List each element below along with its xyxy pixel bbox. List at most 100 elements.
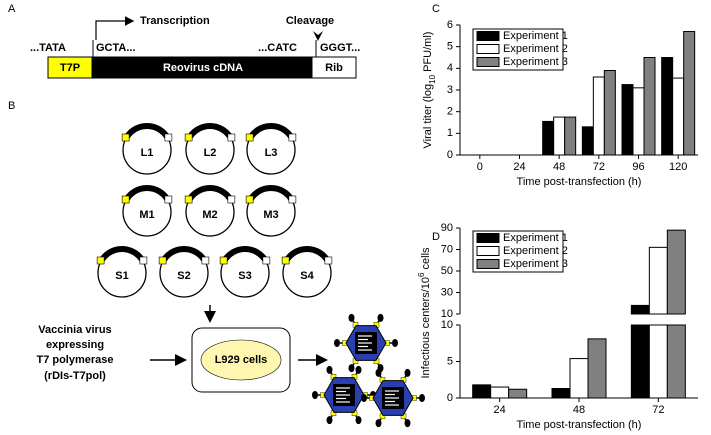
promoter-mark	[245, 195, 254, 204]
insert-arc	[247, 123, 295, 140]
y-label-part: PFU/ml)	[422, 32, 434, 75]
y-axis-label: Viral titer (log10 PFU/ml)	[422, 32, 437, 149]
y-tick-label: 2	[447, 106, 453, 118]
panel-label: A	[8, 3, 16, 15]
bar	[569, 358, 589, 399]
promoter-mark	[281, 256, 290, 265]
plasmid-label: S1	[115, 270, 128, 282]
bar-upper	[666, 229, 686, 315]
y-tick-label: 1	[447, 127, 453, 139]
plasmid-label: S4	[300, 270, 314, 282]
bar-upper	[648, 246, 668, 315]
plasmid-label: L2	[204, 147, 217, 159]
legend-swatch	[476, 246, 500, 256]
legend-label: Experiment 2	[503, 245, 568, 257]
legend-swatch	[476, 31, 500, 41]
bar-lower	[648, 324, 668, 399]
legend-label: Experiment 1	[503, 232, 568, 244]
cdna-label: Reovirus cDNA	[163, 62, 243, 74]
bar	[508, 388, 528, 399]
spike-head	[334, 339, 340, 347]
spike-head	[377, 313, 384, 322]
sequence: ...CATC	[258, 42, 297, 54]
legend-swatch	[476, 57, 500, 67]
ribozyme-mark	[288, 195, 297, 204]
legend-swatch	[476, 233, 500, 243]
vaccinia-label: Vaccinia virus	[38, 324, 111, 336]
ribozyme-mark	[227, 133, 236, 142]
y-tick-label: 70	[441, 243, 453, 255]
axis	[459, 325, 698, 399]
promoter-mark	[121, 133, 130, 142]
y-tick-label: 3	[447, 84, 453, 96]
bar	[553, 116, 566, 156]
bar	[472, 384, 492, 399]
bar	[581, 126, 594, 156]
x-tick-label: 96	[632, 161, 644, 173]
plasmid-label: L1	[141, 147, 154, 159]
bar	[672, 77, 685, 156]
cleavage-arrow	[313, 31, 323, 41]
transcription-label: Transcription	[140, 15, 210, 27]
x-tick-label: 48	[553, 161, 565, 173]
spike-head	[348, 364, 355, 373]
bar-upper	[630, 304, 650, 315]
x-axis-label: Time post-transfection (h)	[517, 419, 642, 431]
cells-label: L929 cells	[215, 354, 268, 366]
bar	[490, 386, 510, 399]
ribozyme-mark	[201, 256, 210, 265]
bar-lower	[630, 324, 650, 399]
spike-head	[326, 416, 333, 425]
axis	[459, 25, 698, 156]
x-tick-label: 48	[573, 404, 585, 416]
promoter-mark	[158, 256, 167, 265]
x-tick-label: 120	[669, 161, 687, 173]
sequence: GGGT...	[320, 42, 360, 54]
promoter-mark	[184, 195, 193, 204]
spike-head	[348, 313, 355, 322]
x-tick-label: 72	[652, 404, 664, 416]
panel-label: B	[8, 100, 15, 112]
spike-head	[392, 339, 398, 347]
panel-label: D	[432, 231, 440, 243]
insert-arc	[160, 246, 208, 263]
y-label-part: 6	[417, 272, 426, 277]
plasmid-label: M2	[202, 209, 217, 221]
bar	[587, 338, 607, 399]
y-label-part: 10	[428, 74, 437, 83]
spike-head	[326, 365, 333, 374]
insert-arc	[186, 185, 234, 202]
bar	[632, 87, 645, 156]
y-tick-label: 50	[441, 265, 453, 277]
promoter-label: T7P	[60, 62, 80, 74]
y-tick-label: 90	[441, 222, 453, 234]
ribozyme-mark	[227, 195, 236, 204]
insert-arc	[123, 185, 171, 202]
y-tick-label: 30	[441, 286, 453, 298]
insert-arc	[247, 185, 295, 202]
y-tick-label: 0	[447, 149, 453, 161]
bar	[643, 57, 656, 156]
virion-group	[312, 313, 425, 428]
insert-arc	[283, 246, 331, 263]
insert-arc	[98, 246, 146, 263]
bar	[621, 84, 634, 156]
legend-swatch	[476, 44, 500, 54]
x-axis-label: Time post-transfection (h)	[517, 176, 642, 188]
plasmid-label: S3	[238, 270, 251, 282]
bar	[564, 116, 577, 156]
y-tick-label: 10	[441, 308, 453, 320]
legend-swatch	[476, 259, 500, 269]
y-tick-label: 10	[441, 319, 453, 331]
y-label-part: Infectious centers/10	[420, 277, 432, 379]
x-tick-label: 24	[513, 161, 525, 173]
insert-arc	[186, 123, 234, 140]
sequence: GCTA...	[96, 42, 136, 54]
spike-head	[355, 416, 362, 425]
bar	[683, 31, 696, 156]
ribozyme-mark	[164, 133, 173, 142]
bar	[603, 70, 616, 156]
promoter-mark	[121, 195, 130, 204]
sequence: ...TATA	[30, 42, 66, 54]
